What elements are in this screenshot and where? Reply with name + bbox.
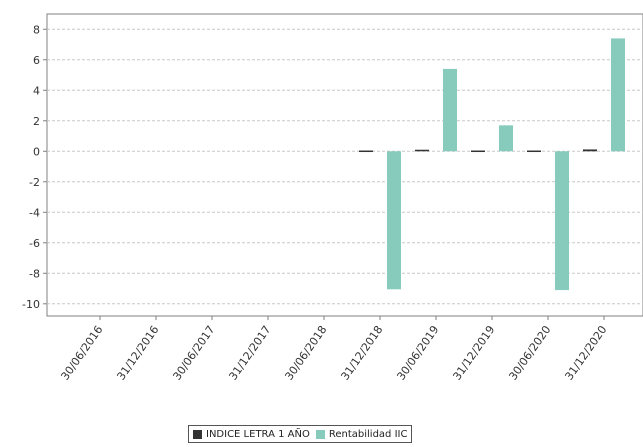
legend-label-indice: INDICE LETRA 1 AÑO: [206, 428, 310, 440]
bar-series0-6: [415, 149, 429, 152]
bar-series0-8: [527, 150, 541, 153]
x-tick-label-8: 30/06/2020: [506, 323, 553, 382]
x-tick-label-0: 30/06/2016: [58, 323, 105, 382]
bar-series0-5: [359, 150, 373, 153]
y-tick-label-0: 8: [33, 23, 40, 36]
legend-item-rentabilidad: Rentabilidad IIC: [315, 428, 408, 440]
bar-series1-6: [443, 68, 457, 152]
x-tick-label-4: 30/06/2018: [282, 323, 329, 382]
x-tick-label-3: 31/12/2017: [226, 323, 273, 382]
plot-area: [46, 13, 643, 317]
x-tick-label-6: 30/06/2019: [394, 323, 441, 382]
y-tick-label-3: 2: [33, 115, 40, 128]
gridlines: [47, 28, 643, 305]
y-tick-label-9: -10: [22, 298, 40, 311]
legend-label-rentabilidad: Rentabilidad IIC: [328, 428, 408, 440]
bar-series1-5: [387, 151, 401, 290]
y-tick-label-2: 4: [33, 84, 40, 97]
y-tick-label-1: 6: [33, 54, 40, 67]
y-tick-label-7: -6: [29, 237, 40, 250]
y-tick-label-6: -4: [29, 206, 40, 219]
bar-series0-9: [583, 149, 597, 152]
legend-swatch-rentabilidad: [315, 429, 325, 439]
y-tick-label-4: 0: [33, 145, 40, 158]
x-tick-label-2: 30/06/2017: [170, 323, 217, 382]
y-tick-label-5: -2: [29, 176, 40, 189]
y-tick-label-8: -8: [29, 267, 40, 280]
x-tick-label-9: 31/12/2020: [562, 323, 609, 382]
x-tick-label-1: 31/12/2016: [114, 323, 161, 382]
bar-series0-7: [471, 150, 485, 153]
x-tick-label-7: 31/12/2019: [450, 323, 497, 382]
bars: [359, 38, 625, 291]
bar-series1-8: [555, 151, 569, 291]
x-tick-label-5: 31/12/2018: [338, 323, 385, 382]
x-axis-ticks: 30/06/2016 31/12/2016 30/06/2017 31/12/2017…: [58, 316, 609, 383]
bar-series1-7: [499, 125, 513, 152]
legend-swatch-indice: [193, 429, 202, 439]
y-axis-ticks: 8 6 4 2 0 -2 -4 -6 -8 -10: [22, 23, 47, 311]
chart-legend: INDICE LETRA 1 AÑO Rentabilidad IIC: [188, 425, 413, 443]
bar-series1-9: [611, 38, 625, 152]
legend-item-indice: INDICE LETRA 1 AÑO: [193, 429, 310, 440]
